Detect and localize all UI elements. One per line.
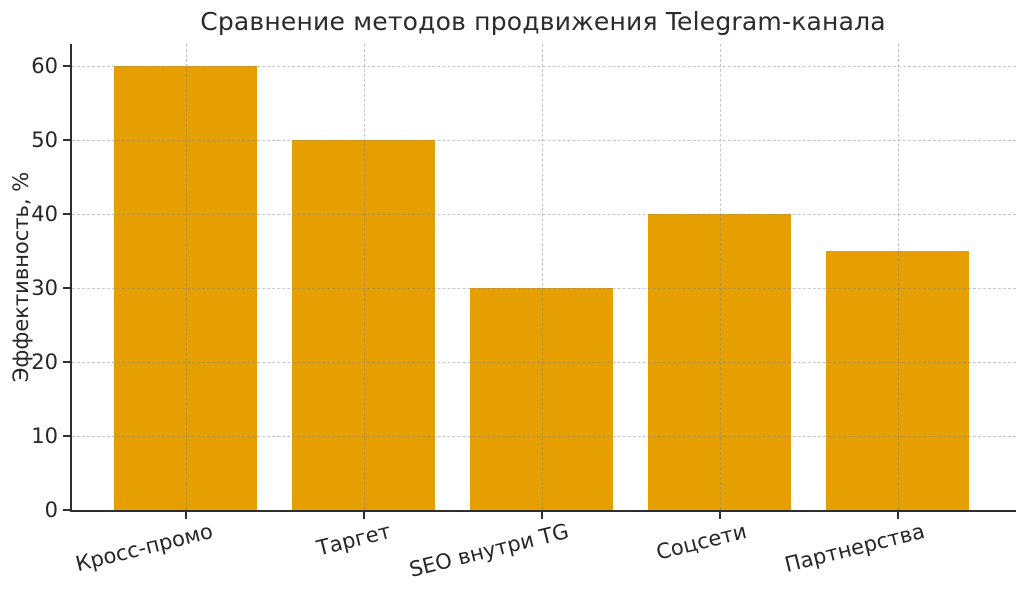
v-gridline [719, 44, 721, 510]
y-tick-label: 20 [31, 350, 58, 375]
bar [292, 140, 435, 510]
y-tick-label: 50 [31, 128, 58, 153]
chart-title: Сравнение методов продвижения Telegram-к… [200, 7, 886, 36]
x-tick-label: Таргет [314, 519, 394, 561]
h-gridline [72, 288, 1016, 290]
v-gridline [363, 44, 365, 510]
bar [114, 66, 257, 510]
h-gridline [72, 214, 1016, 216]
y-tick-label: 30 [31, 276, 58, 301]
x-tick-label: Кросс-промо [73, 519, 216, 577]
plot-area [70, 44, 1016, 512]
y-tick-mark [63, 361, 70, 364]
v-gridline [897, 44, 899, 510]
v-gridline [541, 44, 543, 510]
y-tick-label: 10 [31, 424, 58, 449]
x-tick-mark [362, 512, 365, 519]
y-tick-mark [63, 287, 70, 290]
h-gridline [72, 66, 1016, 68]
y-tick-label: 60 [31, 54, 58, 79]
x-tick-mark [896, 512, 899, 519]
x-tick-mark [184, 512, 187, 519]
x-tick-mark [718, 512, 721, 519]
h-gridline [72, 436, 1016, 438]
y-tick-mark [63, 139, 70, 142]
y-tick-mark [63, 509, 70, 511]
y-tick-mark [63, 213, 70, 216]
bar [648, 214, 791, 510]
v-gridline [185, 44, 187, 510]
x-tick-label: Соцсети [654, 519, 750, 565]
y-tick-label: 0 [44, 498, 58, 522]
y-tick-label: 40 [31, 202, 58, 227]
y-tick-mark [63, 65, 70, 68]
x-tick-mark [540, 512, 543, 519]
x-tick-label: SEO внутри TG [407, 519, 572, 582]
x-tick-label: Партнерства [782, 519, 928, 577]
bar [826, 251, 969, 510]
y-tick-mark [63, 435, 70, 438]
h-gridline [72, 362, 1016, 364]
bar [470, 288, 613, 510]
h-gridline [72, 140, 1016, 142]
